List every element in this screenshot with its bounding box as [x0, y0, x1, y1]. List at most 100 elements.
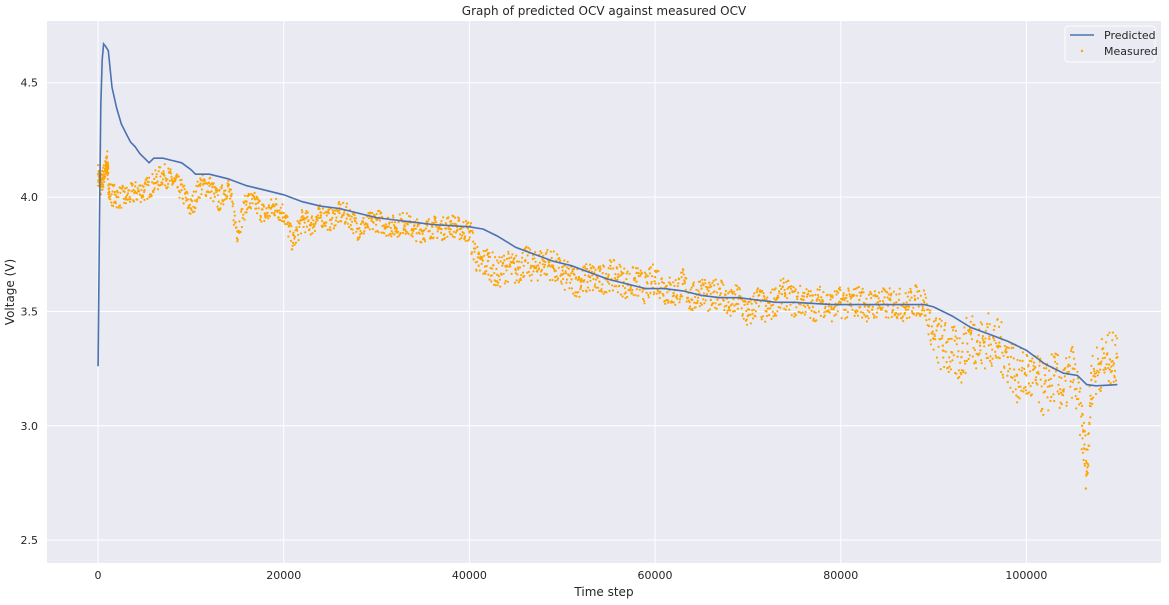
- measured-point: [1112, 380, 1115, 383]
- measured-point: [607, 267, 610, 270]
- measured-point: [175, 173, 179, 176]
- measured-point: [251, 197, 254, 200]
- measured-point: [808, 294, 812, 297]
- measured-point: [785, 305, 788, 308]
- measured-point: [337, 202, 340, 205]
- measured-point: [1110, 365, 1113, 368]
- measured-point: [1055, 366, 1058, 370]
- measured-point: [103, 173, 106, 176]
- measured-point: [943, 365, 946, 369]
- measured-point: [170, 178, 173, 181]
- measured-point: [907, 308, 910, 311]
- measured-point: [1054, 360, 1057, 363]
- measured-point: [928, 318, 931, 321]
- measured-point: [885, 310, 888, 313]
- measured-point: [964, 332, 968, 335]
- measured-point: [835, 293, 838, 296]
- measured-point: [410, 228, 414, 231]
- measured-point: [1020, 369, 1023, 372]
- measured-point: [406, 223, 409, 226]
- measured-point: [256, 212, 259, 215]
- measured-point: [591, 289, 595, 292]
- measured-point: [398, 234, 401, 237]
- measured-point: [652, 293, 655, 296]
- measured-point: [532, 270, 535, 273]
- measured-point: [614, 273, 617, 276]
- measured-point: [161, 181, 164, 184]
- measured-point: [565, 281, 568, 284]
- measured-point: [467, 238, 471, 241]
- measured-point: [1091, 402, 1094, 405]
- measured-point: [716, 291, 719, 294]
- measured-point: [804, 310, 807, 313]
- measured-point: [113, 183, 116, 186]
- measured-point: [1021, 351, 1025, 354]
- measured-point: [838, 286, 842, 289]
- measured-point: [406, 231, 409, 234]
- measured-point: [1009, 386, 1012, 389]
- measured-point: [574, 291, 577, 294]
- measured-point: [1040, 385, 1043, 388]
- measured-point: [389, 233, 392, 236]
- predicted-line: [97, 41, 1118, 387]
- measured-point: [195, 200, 198, 203]
- measured-point: [168, 179, 171, 182]
- measured-point: [174, 178, 177, 181]
- measured-point: [188, 206, 191, 209]
- measured-point: [605, 272, 608, 275]
- measured-point: [698, 305, 701, 308]
- measured-point: [632, 266, 635, 269]
- measured-point: [474, 247, 477, 250]
- measured-point: [1107, 379, 1110, 383]
- measured-point: [106, 161, 109, 164]
- measured-point: [483, 265, 487, 268]
- measured-point: [108, 191, 111, 194]
- measured-point: [776, 310, 779, 313]
- measured-point: [321, 207, 325, 210]
- measured-point: [230, 192, 233, 195]
- measured-point: [151, 173, 154, 176]
- measured-point: [455, 223, 458, 226]
- measured-point: [561, 273, 564, 276]
- measured-point: [959, 361, 962, 364]
- measured-point: [598, 269, 601, 273]
- measured-point: [702, 298, 705, 301]
- measured-point: [628, 272, 631, 275]
- measured-point: [706, 286, 709, 289]
- measured-point: [375, 212, 378, 216]
- measured-point: [538, 261, 542, 264]
- measured-point: [157, 170, 160, 173]
- measured-point: [629, 289, 632, 292]
- measured-point: [101, 188, 104, 191]
- measured-point: [1034, 366, 1037, 369]
- measured-point: [318, 207, 321, 211]
- measured-point: [1066, 371, 1069, 374]
- measured-point: [1081, 451, 1084, 454]
- measured-point: [317, 206, 320, 209]
- measured-point: [1114, 379, 1118, 382]
- measured-point: [187, 198, 190, 201]
- measured-point: [964, 362, 967, 365]
- measured-point: [421, 230, 425, 233]
- measured-point: [626, 295, 629, 299]
- measured-point: [589, 263, 592, 266]
- measured-point: [987, 344, 990, 347]
- measured-point: [967, 330, 971, 333]
- measured-point: [758, 293, 761, 297]
- measured-point: [913, 312, 916, 315]
- measured-point: [923, 301, 926, 304]
- measured-point: [1100, 360, 1103, 363]
- measured-point: [697, 289, 700, 292]
- measured-point: [691, 308, 694, 312]
- measured-point: [1096, 374, 1099, 377]
- measured-point: [189, 207, 193, 210]
- measured-point: [585, 290, 588, 293]
- measured-point: [1111, 360, 1114, 363]
- measured-point: [223, 198, 226, 201]
- measured-point: [570, 272, 573, 275]
- measured-point: [1003, 366, 1006, 369]
- measured-point: [101, 177, 104, 180]
- measured-point: [812, 319, 815, 322]
- measured-point: [561, 269, 564, 272]
- measured-point: [1104, 368, 1107, 371]
